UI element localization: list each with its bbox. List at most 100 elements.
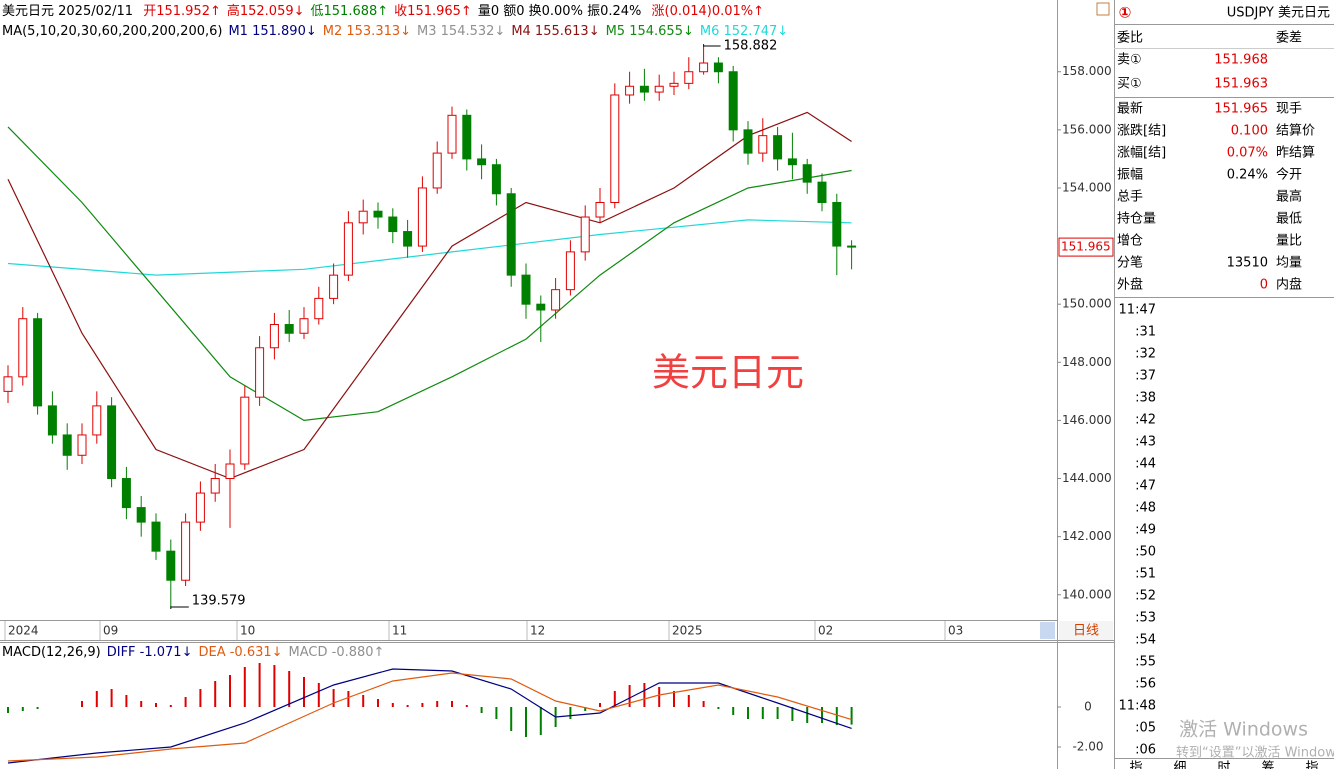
header-segment: 开151.952↑ [143,4,221,19]
tick-time: :31 [1135,325,1156,340]
period-button[interactable]: 日线 [1073,624,1099,639]
candle-body [329,274,339,299]
os-overlay-subtitle: 转到“设置”以激活 Windows [1176,746,1334,761]
candle-body [565,251,575,291]
candle-body [62,434,72,456]
period-button-bg[interactable] [1059,621,1113,640]
panel-tab[interactable]: 时 [1217,761,1230,769]
candle-body [240,396,250,465]
tick-time: :56 [1135,677,1156,692]
candle-body [417,187,427,247]
date-label: 2025 [672,624,703,638]
panel-tab[interactable]: 指 [1129,761,1142,769]
badge: ① [1119,4,1132,22]
os-overlay-title: 激活 Windows [1179,719,1308,741]
y-tick-label: -2.00 [1072,740,1103,754]
panel-tab[interactable]: 筹 [1261,760,1274,769]
tick-time: :55 [1135,655,1156,670]
candle-body [743,129,753,154]
row-label-2: 最高 [1276,189,1302,205]
candle-body [18,318,28,378]
row-value: 0 [1260,278,1268,293]
row-value: 0.24% [1227,168,1268,183]
row-label: 振幅 [1117,168,1143,183]
date-label: 10 [240,624,255,638]
candle-body [269,324,279,349]
tick-time: :47 [1135,479,1156,494]
row-value: 151.968 [1214,53,1268,68]
header-segment: 收151.965↑ [394,4,472,19]
ma-legend-segment: M3 154.532↓ [417,24,505,39]
tick-time: :50 [1135,545,1156,560]
candle-body [447,114,457,154]
panel-tab[interactable]: 细 [1173,761,1186,769]
row-label: 买① [1117,77,1142,92]
candle-body [225,463,235,480]
date-label: 2024 [8,624,39,638]
candle-body [506,193,516,276]
candle-body [787,158,797,166]
macd-legend-segment: DIFF -1.071↓ [107,645,193,660]
candle-body [669,82,679,87]
tick-time: 11:47 [1119,303,1156,318]
ma-legend-segment: M6 152.747↓ [700,24,788,39]
macd-legend: MACD(12,26,9) DIFF -1.071↓ DEA -0.631↓ MACD… [2,645,384,660]
date-label: 11 [392,624,407,638]
candle-body [47,405,57,436]
candle-body [728,71,738,131]
candle-body [521,274,531,305]
ma-legend: MA(5,10,20,30,60,200,200,200,6) M1 151.89… [2,24,788,39]
row-label-2: 最低 [1276,212,1302,227]
y-tick-label: 144.000 [1062,471,1112,485]
row-label: 分笔 [1117,255,1143,271]
panel-title: USDJPY 美元日元 [1227,6,1330,21]
candle-body [654,85,664,93]
current-price-label: 151.965 [1061,240,1111,254]
row-label: 涨跌[结] [1117,123,1166,139]
row-label-2: 现手 [1276,102,1302,117]
window-icon[interactable] [1096,2,1110,16]
y-tick-label: 158.000 [1062,64,1112,78]
row-label: 最新 [1117,101,1143,117]
y-tick-label: 0 [1084,700,1092,714]
candle-body [817,181,827,203]
macd-legend-segment: MACD(12,26,9) [2,645,101,660]
candle-body [33,318,43,407]
y-tick-label: 156.000 [1062,122,1112,136]
candle-body [773,135,783,160]
tick-time: :32 [1135,347,1156,362]
tick-time: :43 [1135,435,1156,450]
candle-body [832,201,842,247]
row-label-2: 昨结算 [1276,146,1315,161]
date-label: 03 [948,624,963,638]
watermark: 美元日元 [652,351,804,395]
row-label: 委比 [1117,31,1143,46]
tick-time: :42 [1135,413,1156,428]
candle-body [699,62,709,73]
candle-body [477,158,487,166]
row-label-2: 内盘 [1276,277,1302,293]
tick-time: :54 [1135,633,1156,648]
tick-time: :51 [1135,567,1156,582]
y-tick-label: 150.000 [1062,297,1112,311]
high-label: 158.882 [724,39,778,54]
tick-time: :37 [1135,369,1156,384]
row-label: 总手 [1117,190,1143,205]
candle-body [166,550,176,581]
candle-body [536,303,546,311]
candle-body [92,405,102,436]
low-pointer [170,606,189,609]
scroll-box[interactable] [1040,622,1055,639]
header-segment: 低151.688↑ [311,4,389,19]
tick-time: :44 [1135,457,1156,472]
candle-body [77,434,87,456]
tick-time: :48 [1135,501,1156,516]
price-box [1058,237,1114,257]
macd-legend-segment: MACD -0.880↑ [289,645,385,660]
panel-tab[interactable]: 指 [1305,761,1318,769]
row-label: 持仓量 [1117,212,1156,227]
macd-line [7,672,852,762]
row-label-2: 今开 [1276,167,1302,183]
tick-time: :06 [1135,743,1156,758]
candle-body [847,245,857,248]
